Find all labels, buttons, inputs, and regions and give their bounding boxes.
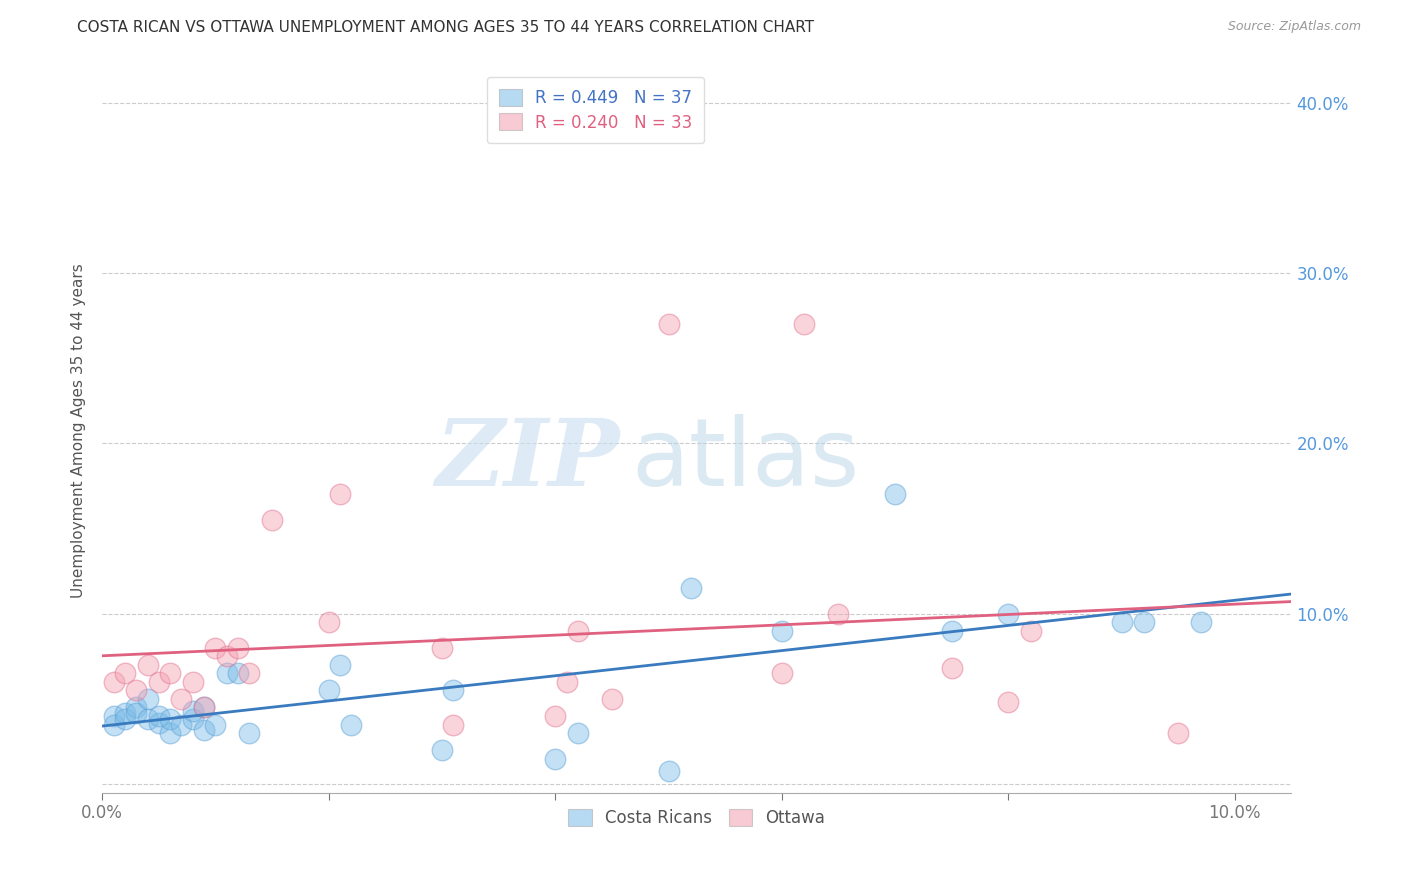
Point [770, 624, 793, 638]
Point [238, 726, 260, 740]
Point [793, 317, 815, 331]
Text: Source: ZipAtlas.com: Source: ZipAtlas.com [1227, 20, 1361, 33]
Point [148, 715, 170, 730]
Point [204, 640, 226, 655]
Point [215, 649, 238, 664]
Point [329, 487, 352, 501]
Point [770, 666, 793, 681]
Point [941, 661, 963, 675]
Point [136, 657, 159, 672]
Point [125, 683, 148, 698]
Point [544, 751, 567, 765]
Point [567, 624, 589, 638]
Text: ZIP: ZIP [436, 415, 620, 505]
Point [204, 717, 226, 731]
Point [997, 695, 1019, 709]
Point [193, 700, 215, 714]
Point [181, 674, 204, 689]
Point [340, 717, 363, 731]
Point [1167, 726, 1189, 740]
Point [226, 666, 249, 681]
Point [430, 640, 453, 655]
Point [430, 743, 453, 757]
Point [159, 666, 181, 681]
Point [329, 657, 352, 672]
Point [159, 712, 181, 726]
Point [884, 487, 907, 501]
Point [681, 581, 703, 595]
Point [441, 717, 464, 731]
Point [600, 692, 623, 706]
Point [170, 717, 193, 731]
Point [567, 726, 589, 740]
Point [114, 706, 136, 720]
Point [1111, 615, 1133, 630]
Point [238, 666, 260, 681]
Point [136, 692, 159, 706]
Point [544, 709, 567, 723]
Point [1019, 624, 1042, 638]
Point [193, 700, 215, 714]
Point [125, 700, 148, 714]
Point [1133, 615, 1156, 630]
Point [114, 666, 136, 681]
Legend: Costa Ricans, Ottawa: Costa Ricans, Ottawa [560, 800, 834, 835]
Point [997, 607, 1019, 621]
Point [215, 666, 238, 681]
Point [181, 712, 204, 726]
Point [125, 706, 148, 720]
Point [148, 674, 170, 689]
Point [136, 712, 159, 726]
Point [657, 317, 679, 331]
Point [226, 640, 249, 655]
Point [148, 709, 170, 723]
Point [441, 683, 464, 698]
Point [657, 764, 679, 778]
Point [103, 674, 125, 689]
Point [170, 692, 193, 706]
Point [941, 624, 963, 638]
Point [114, 712, 136, 726]
Point [159, 726, 181, 740]
Point [555, 674, 578, 689]
Point [827, 607, 849, 621]
Point [318, 683, 340, 698]
Text: atlas: atlas [631, 414, 859, 506]
Point [193, 723, 215, 737]
Point [181, 704, 204, 718]
Point [1189, 615, 1212, 630]
Y-axis label: Unemployment Among Ages 35 to 44 years: Unemployment Among Ages 35 to 44 years [72, 263, 86, 598]
Text: COSTA RICAN VS OTTAWA UNEMPLOYMENT AMONG AGES 35 TO 44 YEARS CORRELATION CHART: COSTA RICAN VS OTTAWA UNEMPLOYMENT AMONG… [77, 20, 814, 35]
Point [103, 717, 125, 731]
Point [103, 709, 125, 723]
Point [318, 615, 340, 630]
Point [262, 513, 284, 527]
